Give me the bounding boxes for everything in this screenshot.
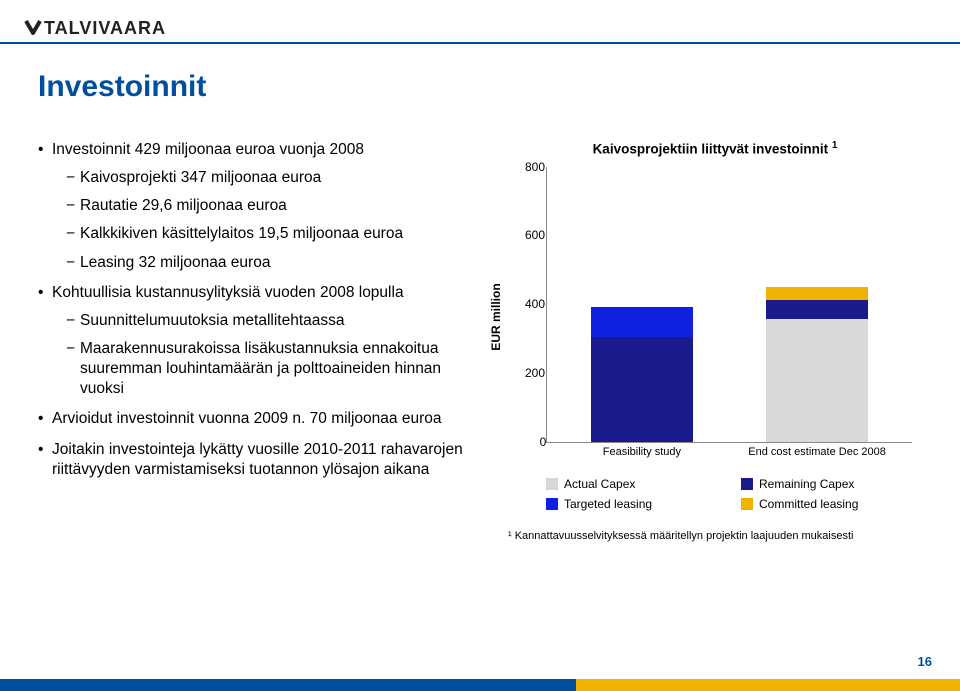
sub-bullet-point: Kalkkikiven käsittelylaitos 19,5 miljoon… — [66, 224, 468, 244]
legend-label: Committed leasing — [759, 497, 858, 511]
header-rule — [0, 42, 960, 44]
y-tick-label: 600 — [525, 228, 545, 242]
page-number: 16 — [918, 654, 932, 669]
bullet-point: Kohtuullisia kustannusylityksiä vuoden 2… — [38, 283, 468, 400]
bar-segment-remaining-capex — [766, 300, 868, 319]
slide-title: Investoinnit — [38, 70, 206, 104]
stacked-bar — [766, 235, 868, 441]
chart-plot: 0200400600800Feasibility studyEnd cost e… — [546, 167, 912, 443]
footer-band — [0, 679, 960, 691]
sub-bullet-point: Leasing 32 miljoonaa euroa — [66, 253, 468, 273]
chart-title-text: Kaivosprojektiin liittyvät investoinnit — [593, 142, 832, 157]
legend-swatch-icon — [546, 498, 558, 510]
chart-column: Kaivosprojektiin liittyvät investoinnit … — [488, 140, 922, 543]
y-axis-label: EUR million — [489, 283, 503, 350]
legend-label: Targeted leasing — [564, 497, 652, 511]
y-tick-label: 800 — [525, 160, 545, 174]
stacked-bar — [591, 249, 693, 441]
bullet-point: Investoinnit 429 miljoonaa euroa vuonja … — [38, 140, 468, 273]
sub-bullet-point: Kaivosprojekti 347 miljoonaa euroa — [66, 168, 468, 188]
chart-area: EUR million 0200400600800Feasibility stu… — [508, 167, 922, 467]
sub-bullet-point: Suunnittelumuutoksia metallitehtaassa — [66, 311, 468, 331]
sub-bullet-point: Maarakennusurakoissa lisäkustannuksia en… — [66, 339, 468, 399]
legend-label: Actual Capex — [564, 477, 635, 491]
category-label: End cost estimate Dec 2008 — [744, 442, 890, 458]
brand-name: TALVIVAARA — [44, 18, 166, 38]
category-label: Feasibility study — [569, 442, 715, 458]
y-tick-label: 400 — [525, 297, 545, 311]
logo-mark-icon — [24, 19, 42, 40]
legend-swatch-icon — [741, 498, 753, 510]
legend-item: Remaining Capex — [741, 477, 922, 491]
bullets-column: Investoinnit 429 miljoonaa euroa vuonja … — [38, 140, 468, 543]
chart-title-sup: 1 — [832, 140, 838, 151]
y-tick-label: 200 — [525, 366, 545, 380]
bullet-point: Arvioidut investoinnit vuonna 2009 n. 70… — [38, 409, 468, 429]
legend-swatch-icon — [546, 478, 558, 490]
chart-footnote: ¹ Kannattavuusselvityksessä määritellyn … — [508, 529, 922, 543]
legend-swatch-icon — [741, 478, 753, 490]
chart-legend: Actual Capex Remaining Capex Targeted leas… — [546, 477, 922, 511]
bar-segment-actual-capex — [766, 319, 868, 441]
legend-item: Committed leasing — [741, 497, 922, 511]
bar-segment-committed-leasing — [766, 287, 868, 300]
bar-segment-targeted-leasing — [591, 307, 693, 337]
legend-label: Remaining Capex — [759, 477, 854, 491]
chart-title: Kaivosprojektiin liittyvät investoinnit … — [508, 140, 922, 157]
bar-segment-remaining-capex — [591, 337, 693, 441]
legend-item: Targeted leasing — [546, 497, 727, 511]
legend-item: Actual Capex — [546, 477, 727, 491]
bullet-point: Joitakin investointeja lykätty vuosille … — [38, 440, 468, 480]
y-tick-label: 0 — [540, 435, 547, 449]
content-row: Investoinnit 429 miljoonaa euroa vuonja … — [38, 140, 922, 543]
brand-logo: TALVIVAARA — [24, 18, 166, 40]
sub-bullet-point: Rautatie 29,6 miljoonaa euroa — [66, 196, 468, 216]
